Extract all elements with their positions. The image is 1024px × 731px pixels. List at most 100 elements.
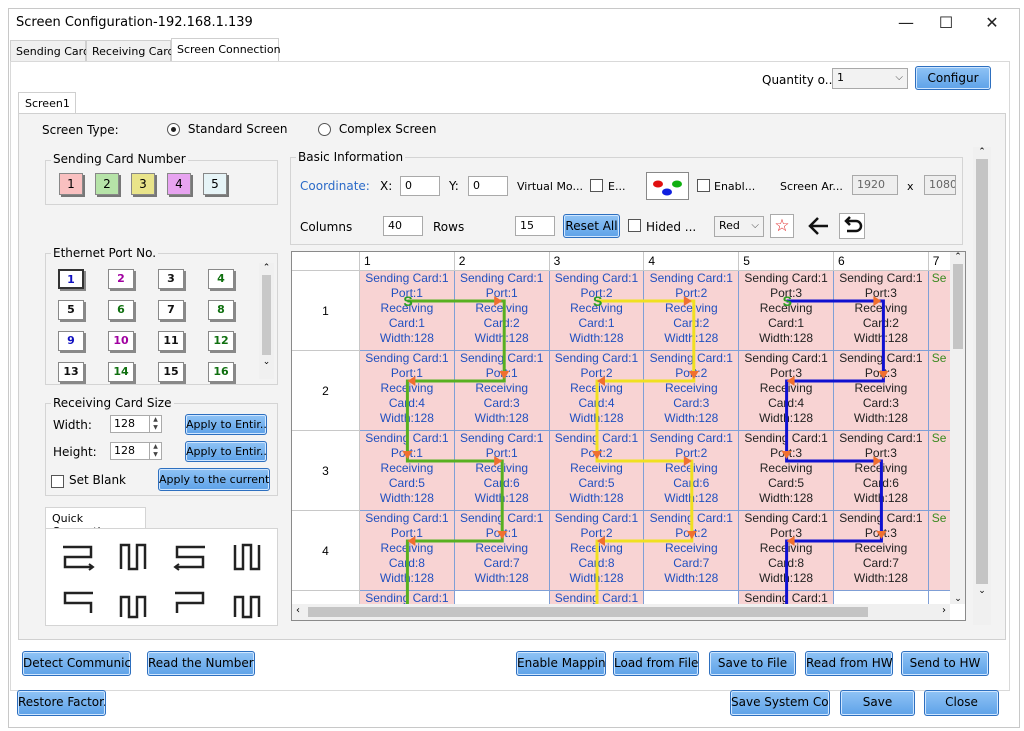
x-input[interactable]: 0 xyxy=(400,176,440,196)
ethernet-port-box[interactable]: 7 xyxy=(158,300,184,320)
height-spinner[interactable]: 128 ▲ ▼ xyxy=(110,442,162,460)
snake-down-up-alt-icon[interactable] xyxy=(227,589,265,621)
grid-cell[interactable]: Sending Card:1 Port:2 Receiving Card:8 Width… xyxy=(549,511,645,591)
connection-grid[interactable]: 1 2 3 4 5 6 7 1 Sending Card:1 Port:1 Receiving Car… xyxy=(291,251,966,621)
grid-cell[interactable]: Sending Card:1 Port:3 Receiving Card:5 Width… xyxy=(739,431,834,511)
grid-cell[interactable]: Sending Card:1 Port:3 Receiving Card:6 Width… xyxy=(834,431,929,511)
ethernet-port-box[interactable]: 8 xyxy=(208,300,234,320)
grid-cell[interactable]: Sending Card:1 xyxy=(549,591,645,604)
scroll-up-icon[interactable]: ⌃ xyxy=(954,252,962,262)
restore-factory-button[interactable]: Restore Factor... xyxy=(17,690,106,716)
radio-selected[interactable] xyxy=(167,123,180,136)
ethernet-port-box[interactable]: 5 xyxy=(58,300,84,320)
tab-sending-card[interactable]: Sending Card xyxy=(10,40,90,62)
read-number-button[interactable]: Read the Number ... xyxy=(147,651,255,676)
snake-right-left-icon[interactable] xyxy=(171,541,209,573)
ethernet-port-box[interactable]: 12 xyxy=(208,331,234,351)
save-button[interactable]: Save xyxy=(840,690,915,716)
ethernet-port-scrollbar[interactable]: ⌃ ⌄ xyxy=(259,263,274,379)
scroll-thumb[interactable] xyxy=(953,264,963,349)
read-from-hw-button[interactable]: Read from HW xyxy=(805,651,893,676)
sending-card-box[interactable]: 5 xyxy=(203,173,227,195)
snake-left-right-icon[interactable] xyxy=(59,541,97,573)
hided-checkbox[interactable] xyxy=(628,219,641,232)
spinner-arrows-icon[interactable]: ▲ ▼ xyxy=(149,443,161,459)
sending-card-box[interactable]: 2 xyxy=(95,173,119,195)
grid-cell[interactable]: Se xyxy=(928,351,952,431)
ethernet-port-box[interactable]: 11 xyxy=(158,331,184,351)
grid-cell[interactable]: Sending Card:1 Port:1 Receiving Card:5 Width… xyxy=(360,431,455,511)
spinner-arrows-icon[interactable]: ▲ ▼ xyxy=(149,416,161,432)
grid-cell[interactable]: Sending Card:1 Port:1 Receiving Card:1 Width… xyxy=(360,271,455,351)
ethernet-port-box[interactable]: 16 xyxy=(208,362,234,382)
virtual-mode-checkbox[interactable] xyxy=(590,179,603,192)
grid-cell[interactable]: Sending Card:1 Port:1 Receiving Card:8 Width… xyxy=(360,511,455,591)
apply-entire-height-button[interactable]: Apply to Entir... xyxy=(185,441,267,462)
scroll-down-icon[interactable]: ⌄ xyxy=(978,586,986,596)
grid-cell[interactable]: Sending Card:1 Port:2 Receiving Card:1 Width… xyxy=(549,271,645,351)
scroll-down-icon[interactable]: ⌄ xyxy=(954,594,962,604)
tab-screen1[interactable]: Screen1 xyxy=(18,92,76,114)
grid-vertical-scrollbar[interactable]: ⌃ ⌄ xyxy=(950,252,965,604)
ethernet-port-box[interactable]: 6 xyxy=(108,300,134,320)
enable-mapping-button[interactable]: Enable Mapping xyxy=(516,651,606,676)
ethernet-port-box[interactable]: 4 xyxy=(208,269,234,289)
detect-communication-button[interactable]: Detect Communic... xyxy=(22,651,131,676)
undo-icon[interactable] xyxy=(839,213,865,239)
minimize-icon[interactable]: — xyxy=(898,13,914,32)
grid-cell[interactable]: Sending Card:1 Port:2 Receiving Card:5 Width… xyxy=(549,431,645,511)
grid-cell[interactable]: Se xyxy=(928,431,952,511)
sending-card-box[interactable]: 1 xyxy=(59,173,83,195)
ethernet-port-box[interactable]: 2 xyxy=(108,269,134,289)
virtual-pixel-icon[interactable] xyxy=(646,172,689,200)
grid-horizontal-scrollbar[interactable]: ‹ › xyxy=(292,604,950,620)
radio-unselected[interactable] xyxy=(318,123,331,136)
sending-card-box[interactable]: 3 xyxy=(131,173,155,195)
ethernet-port-box[interactable]: 9 xyxy=(58,331,84,351)
scroll-left-icon[interactable]: ‹ xyxy=(296,605,300,616)
enable-checkbox[interactable] xyxy=(697,179,710,192)
grid-cell[interactable]: Sending Card:1 Port:2 Receiving Card:3 Width… xyxy=(644,351,740,431)
scroll-thumb[interactable] xyxy=(976,159,988,584)
grid-cell[interactable]: Sending Card:1 Port:2 Receiving Card:2 Width… xyxy=(644,271,740,351)
reset-all-button[interactable]: Reset All xyxy=(563,214,620,238)
load-from-file-button[interactable]: Load from File xyxy=(613,651,699,676)
snake-down-up-icon[interactable] xyxy=(227,541,265,573)
scroll-down-icon[interactable]: ⌄ xyxy=(262,357,271,367)
star-icon[interactable]: ☆ xyxy=(770,214,794,238)
ethernet-port-box[interactable]: 14 xyxy=(108,362,134,382)
grid-cell[interactable]: Sending Card:1 Port:3 Receiving Card:3 Width… xyxy=(834,351,929,431)
grid-cell[interactable]: Sending Card:1 Port:3 Receiving Card:1 Width… xyxy=(739,271,834,351)
grid-cell[interactable]: Sending Card:1 Port:3 Receiving Card:2 Width… xyxy=(834,271,929,351)
grid-cell[interactable]: Sending Card:1 Port:1 Receiving Card:7 Width… xyxy=(454,511,550,591)
grid-cell[interactable]: Sending Card:1 Port:2 Receiving Card:6 Width… xyxy=(644,431,740,511)
grid-cell[interactable]: Sending Card:1 Port:1 Receiving Card:4 Width… xyxy=(360,351,455,431)
scroll-right-icon[interactable]: › xyxy=(942,605,946,616)
sending-card-box[interactable]: 4 xyxy=(167,173,191,195)
scroll-up-icon[interactable]: ⌃ xyxy=(262,263,271,273)
apply-current-button[interactable]: Apply to the current... xyxy=(158,468,270,491)
maximize-icon[interactable]: ☐ xyxy=(938,13,954,32)
ethernet-port-box[interactable]: 10 xyxy=(108,331,134,351)
grid-cell[interactable]: Sending Card:1 xyxy=(739,591,834,604)
complex-screen-radio[interactable]: Complex Screen xyxy=(318,122,437,136)
ethernet-port-box[interactable]: 15 xyxy=(158,362,184,382)
save-system-config-button[interactable]: Save System Co... xyxy=(730,690,830,716)
grid-cell[interactable] xyxy=(834,591,929,604)
quick-connection-tab[interactable]: Quick Connection xyxy=(45,507,146,538)
scroll-thumb[interactable] xyxy=(308,607,868,617)
save-to-file-button[interactable]: Save to File xyxy=(709,651,796,676)
snake-right-left-alt-icon[interactable] xyxy=(171,589,209,621)
grid-cell[interactable]: Sending Card:1 Port:3 Receiving Card:4 Width… xyxy=(739,351,834,431)
close-icon[interactable]: ✕ xyxy=(985,13,999,32)
grid-cell[interactable]: Sending Card:1 Port:1 Receiving Card:3 Width… xyxy=(454,351,550,431)
grid-cell[interactable]: Sending Card:1 Port:2 Receiving Card:4 Width… xyxy=(549,351,645,431)
tab-receiving-card[interactable]: Receiving Card xyxy=(86,40,175,62)
y-input[interactable]: 0 xyxy=(468,176,508,196)
arrow-left-icon[interactable] xyxy=(806,214,832,238)
grid-cell[interactable]: Se xyxy=(928,271,952,351)
snake-left-right-alt-icon[interactable] xyxy=(59,589,97,621)
snake-up-down-alt-icon[interactable] xyxy=(115,589,153,621)
standard-screen-radio[interactable]: Standard Screen xyxy=(167,122,288,136)
send-to-hw-button[interactable]: Send to HW xyxy=(901,651,989,676)
